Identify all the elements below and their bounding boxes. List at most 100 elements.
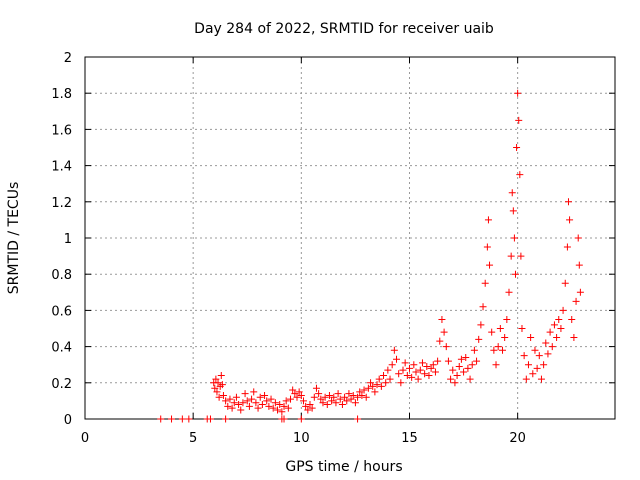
data-point [211,384,219,392]
data-point [513,144,521,151]
data-point [508,189,516,197]
data-point [291,390,299,398]
data-point [168,415,176,423]
data-point [380,372,388,380]
data-point [157,415,165,423]
data-point [453,372,461,380]
data-point [388,361,396,369]
data-point [457,355,465,363]
y-tick-label: 1.2 [51,196,72,211]
data-point [224,402,232,410]
x-axis-label: GPS time / hours [285,459,402,475]
data-point [222,397,230,405]
data-point [274,406,282,414]
data-point [561,279,569,287]
data-point [440,328,448,336]
data-point [384,366,392,374]
data-point [297,415,305,423]
data-point [444,357,452,365]
data-point [427,364,435,372]
data-point [535,352,543,360]
data-point [338,401,346,409]
data-point [341,393,349,401]
data-point [315,390,323,398]
data-point [317,395,325,403]
data-point [518,325,526,332]
data-point [369,382,377,390]
y-tick-label: 1 [64,232,72,247]
data-point [371,388,379,396]
data-point [466,375,474,383]
data-point [490,346,498,354]
data-point [464,364,472,372]
data-point [269,404,277,412]
data-point [360,386,368,394]
data-point [414,375,422,383]
data-point [555,315,563,323]
data-point [276,401,284,409]
data-point [397,379,405,387]
data-point [310,393,318,401]
data-point [486,261,494,269]
data-point [349,391,357,399]
data-point [278,408,286,416]
data-point [524,361,532,369]
data-point [403,372,411,380]
data-point [405,364,413,372]
data-point [213,388,221,396]
data-point [455,363,463,371]
data-point [572,297,580,305]
data-point [256,393,264,401]
data-point [345,390,353,398]
data-point [488,328,496,336]
data-point [377,382,385,390]
data-point [302,402,310,410]
data-point [390,346,398,354]
data-point [566,216,574,224]
data-point [364,384,372,392]
data-point [520,352,528,360]
data-point [575,261,583,269]
data-point [496,325,504,332]
data-point [425,372,433,380]
data-point [540,361,548,369]
data-point [297,391,305,399]
data-point [250,388,258,396]
data-point [481,279,489,287]
data-point [516,171,524,179]
y-tick-label: 2 [64,51,72,66]
data-point [548,343,556,351]
data-point [265,402,273,410]
data-point [332,399,340,407]
data-point [295,388,303,396]
data-point [507,252,515,260]
data-point [442,343,450,351]
data-point [494,343,502,351]
data-points [157,89,584,423]
y-tick-label: 1.4 [51,160,72,175]
data-point [563,243,571,251]
data-point [386,375,394,383]
axis-ticks: 00.20.40.60.811.21.41.61.820 5 10 15 20 [51,51,615,446]
data-point [351,399,359,407]
data-point [429,361,437,369]
data-point [343,397,351,405]
data-point [261,391,269,399]
data-point [334,390,342,398]
data-point [505,288,513,296]
data-point [328,397,336,405]
data-point [401,359,409,367]
data-point [382,379,390,387]
data-point [527,334,535,342]
data-point [517,252,525,260]
data-point [358,391,366,399]
data-point [206,415,214,423]
data-point [393,355,401,363]
data-point [245,402,253,410]
data-point [323,401,331,409]
data-point [533,364,541,372]
data-point [258,401,266,409]
data-point [293,393,301,401]
data-point [287,395,295,403]
